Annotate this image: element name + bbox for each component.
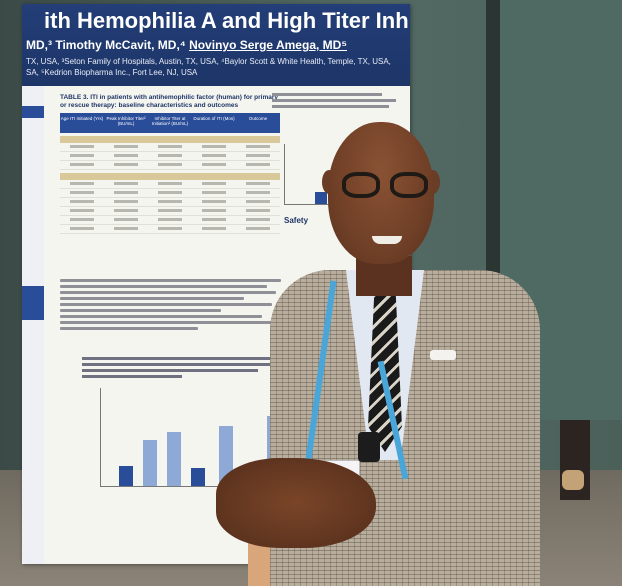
table-row <box>60 180 280 189</box>
poster-presenter-name: Novinyo Serge Amega, MD⁵ <box>189 38 347 52</box>
table-row <box>60 198 280 207</box>
chart-bar <box>167 432 181 486</box>
poster-table-header: Age ITI Initiated (Yrs) Peak Inhibitor T… <box>60 113 280 133</box>
glasses-lens <box>342 172 380 198</box>
poster-left-column <box>22 86 44 564</box>
chart-bar <box>315 192 327 204</box>
table-row <box>60 189 280 198</box>
poster-affiliation-line: TX, USA, ³Seton Family of Hospitals, Aus… <box>26 57 391 66</box>
table-row <box>60 161 280 170</box>
table-row <box>60 143 280 152</box>
poster-authors-text: MD,³ Timothy McCavit, MD,⁴ <box>26 38 190 52</box>
presenter: Novinyo Serge Amega M.D. <box>200 60 560 586</box>
poster-bullet-text <box>60 276 290 333</box>
poster-affiliations: TX, USA, ³Seton Family of Hospitals, Aus… <box>26 56 391 78</box>
poster-section-marker <box>22 106 44 118</box>
poster-title: ith Hemophilia A and High Titer Inhibito… <box>44 8 410 33</box>
chart-bar <box>143 440 157 486</box>
poster-figure-caption <box>82 354 282 381</box>
glasses-lens <box>390 172 428 198</box>
table-row <box>60 216 280 225</box>
poster-section-marker <box>22 286 44 320</box>
chart-bar <box>119 466 133 486</box>
poster-table-caption: TABLE 3. ITI in patients with antihemoph… <box>60 94 279 109</box>
chart-bar <box>191 468 205 486</box>
table-header-cell: Inhibitor Titer at Initiation² (BU/mL) <box>151 116 189 126</box>
table-header-cell: Outcome <box>248 116 268 121</box>
poster-right-column <box>272 90 410 111</box>
smartwatch-icon <box>358 432 380 462</box>
table-row <box>60 152 280 161</box>
table-row <box>60 225 280 234</box>
background-person-shoe <box>562 470 584 490</box>
pocket-square <box>430 350 456 360</box>
table-section-band <box>60 136 280 143</box>
table-header-cell: Peak Inhibitor Titer² (BU/mL) <box>106 116 146 126</box>
eyeglasses-icon <box>340 172 434 202</box>
table-header-cell: Duration of ITI (Mos) <box>193 116 235 121</box>
table-section-band <box>60 173 280 180</box>
table-row <box>60 207 280 216</box>
poster-table: TABLE 3. ITI in patients with antihemoph… <box>60 94 280 234</box>
poster-safety-heading: Safety <box>284 216 309 225</box>
poster-header: ith Hemophilia A and High Titer Inhibito… <box>22 4 410 86</box>
clasped-hands <box>216 458 376 548</box>
smile <box>372 236 402 244</box>
poster-affiliation-line: SA, ⁵Kedrion Biopharma Inc., Fort Lee, N… <box>26 68 198 77</box>
table-header-cell: Age ITI Initiated (Yrs) <box>60 116 104 121</box>
poster-authors: MD,³ Timothy McCavit, MD,⁴ Novinyo Serge… <box>26 38 347 52</box>
